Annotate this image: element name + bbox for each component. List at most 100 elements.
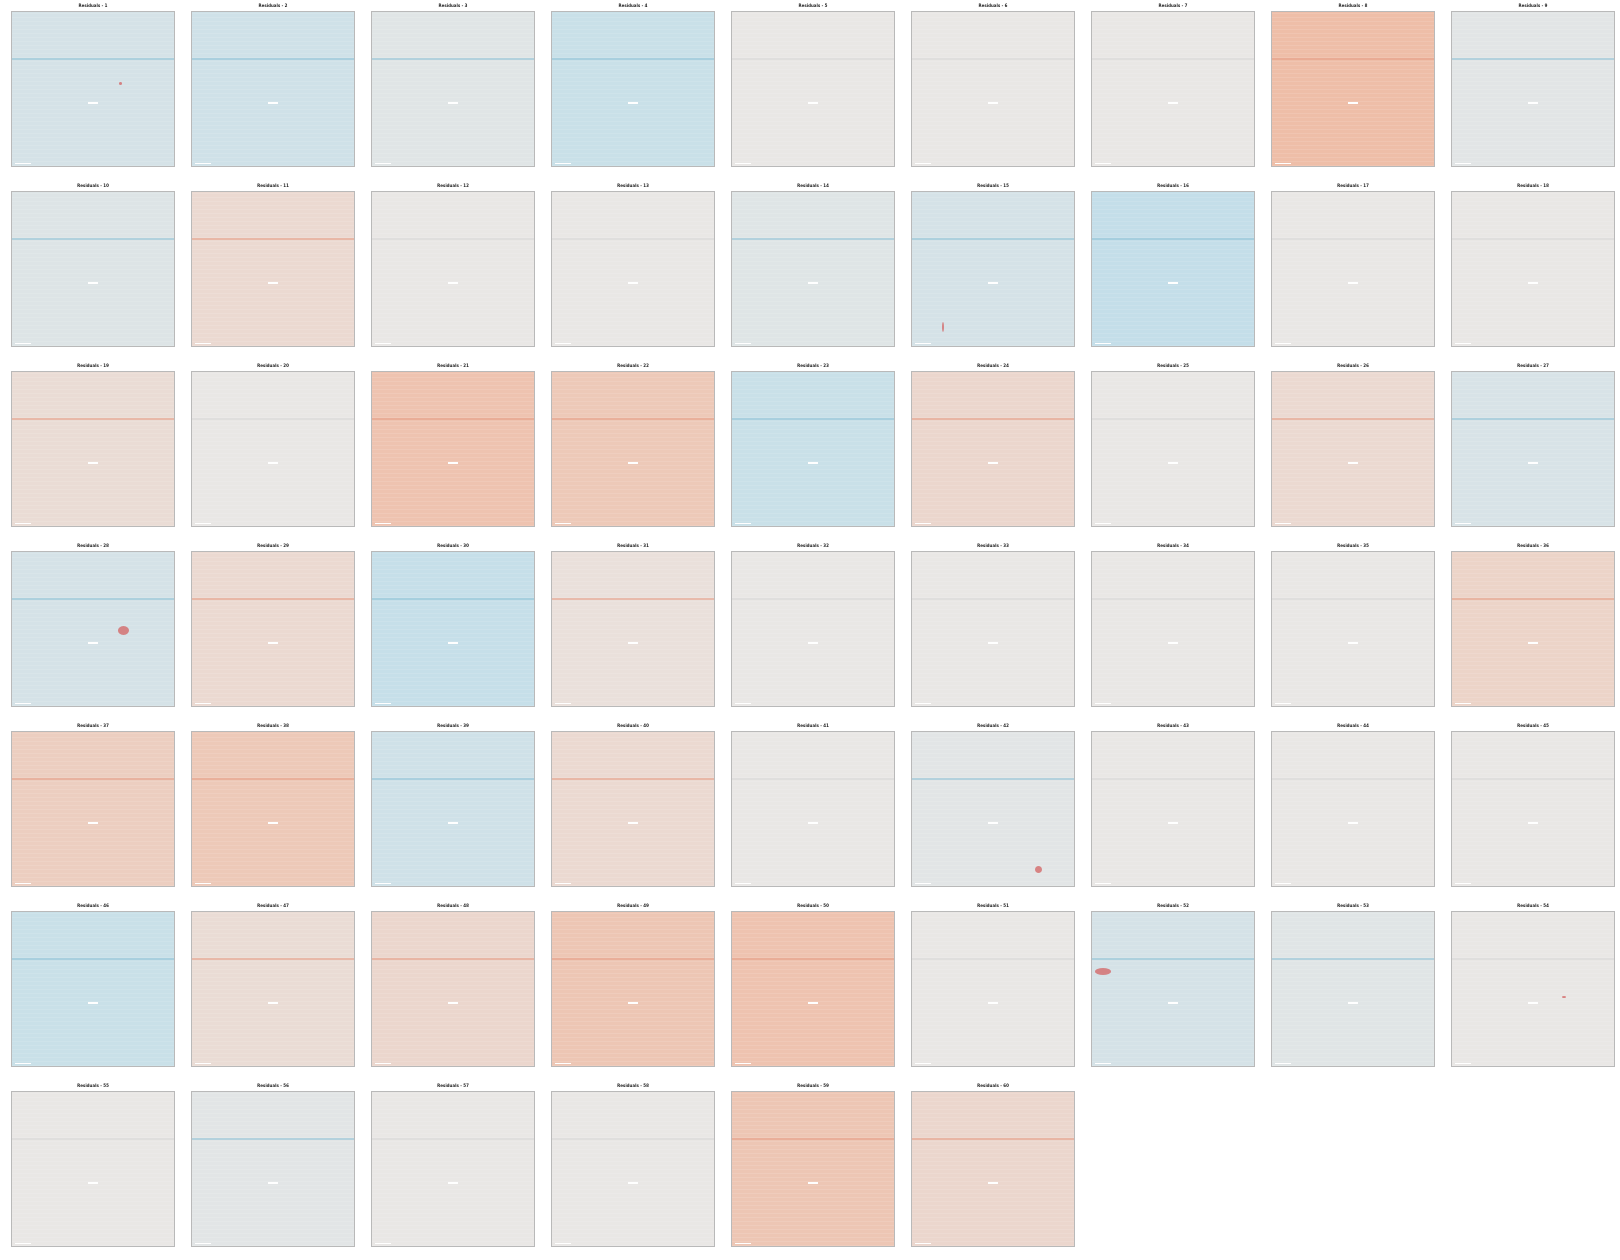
texture-stripes [1452,912,1614,1066]
residual-panel-cell: Residuals - 6 [911,3,1075,169]
texture-stripes [732,732,894,886]
residual-panel-cell: Residuals - 19 [11,363,175,529]
panel-title: Residuals - 20 [257,363,289,368]
horizontal-artifact-line [1092,598,1254,600]
residual-heatmap-panel [911,911,1075,1067]
scale-bar [1095,883,1111,884]
residual-heatmap-panel [11,11,175,167]
center-marker [448,102,458,104]
scale-bar [915,343,931,344]
horizontal-artifact-line [372,598,534,600]
center-marker [808,1182,818,1184]
scale-bar [1275,883,1291,884]
residual-panel-cell: Residuals - 35 [1271,543,1435,709]
scale-bar [1095,523,1111,524]
residual-heatmap-panel [11,1091,175,1247]
panel-title: Residuals - 49 [617,903,649,908]
residual-heatmap-panel [731,11,895,167]
panel-title: Residuals - 53 [1337,903,1369,908]
residual-heatmap-panel [731,911,895,1067]
horizontal-artifact-line [1272,598,1434,600]
panel-title: Residuals - 15 [977,183,1009,188]
texture-stripes [1272,552,1434,706]
panel-title: Residuals - 39 [437,723,469,728]
horizontal-artifact-line [1092,418,1254,420]
horizontal-artifact-line [912,598,1074,600]
center-marker [1168,822,1178,824]
scale-bar [915,703,931,704]
center-marker [1348,822,1358,824]
horizontal-artifact-line [372,958,534,960]
texture-stripes [12,1092,174,1246]
center-marker [88,642,98,644]
texture-stripes [1092,552,1254,706]
center-marker [808,282,818,284]
horizontal-artifact-line [372,238,534,240]
residual-heatmap-panel [731,191,895,347]
residual-heatmap-panel [11,911,175,1067]
texture-stripes [1092,912,1254,1066]
center-marker [988,462,998,464]
scale-bar [555,523,571,524]
residual-panel-cell: Residuals - 29 [191,543,355,709]
residual-heatmap-panel [1091,371,1255,527]
scale-bar [195,703,211,704]
scale-bar [735,523,751,524]
scale-bar [555,343,571,344]
panel-title: Residuals - 41 [797,723,829,728]
texture-stripes [192,192,354,346]
texture-stripes [372,912,534,1066]
residual-heatmap-panel [911,1091,1075,1247]
horizontal-artifact-line [1452,778,1614,780]
center-marker [448,1002,458,1004]
scale-bar [375,703,391,704]
center-marker [628,282,638,284]
texture-stripes [552,12,714,166]
center-marker [1528,462,1538,464]
residual-heatmap-panel [1451,551,1615,707]
texture-stripes [552,1092,714,1246]
scale-bar [1455,883,1471,884]
residual-panel-cell: Residuals - 42 [911,723,1075,889]
texture-stripes [372,12,534,166]
residual-heatmap-panel [1091,911,1255,1067]
horizontal-artifact-line [732,1138,894,1140]
texture-stripes [12,192,174,346]
panel-title: Residuals - 58 [617,1083,649,1088]
scale-bar [375,523,391,524]
residual-heatmap-panel [1091,11,1255,167]
horizontal-artifact-line [732,598,894,600]
panel-title: Residuals - 2 [258,3,288,8]
panel-title: Residuals - 25 [1157,363,1189,368]
horizontal-artifact-line [732,58,894,60]
scale-bar [915,1243,931,1244]
center-marker [988,642,998,644]
texture-stripes [372,1092,534,1246]
panel-title: Residuals - 1 [78,3,108,8]
texture-stripes [1272,192,1434,346]
residual-panel-cell: Residuals - 16 [1091,183,1255,349]
center-marker [628,462,638,464]
center-marker [1348,102,1358,104]
center-marker [628,1182,638,1184]
texture-stripes [912,912,1074,1066]
residual-panel-cell: Residuals - 26 [1271,363,1435,529]
horizontal-artifact-line [912,238,1074,240]
center-marker [1528,102,1538,104]
center-marker [628,102,638,104]
panel-title: Residuals - 56 [257,1083,289,1088]
residual-panel-cell: Residuals - 9 [1451,3,1615,169]
panel-title: Residuals - 46 [77,903,109,908]
horizontal-artifact-line [732,778,894,780]
texture-stripes [912,552,1074,706]
residual-panel-cell: Residuals - 12 [371,183,535,349]
horizontal-artifact-line [732,418,894,420]
horizontal-artifact-line [552,238,714,240]
center-marker [1168,1002,1178,1004]
panel-title: Residuals - 8 [1338,3,1368,8]
texture-stripes [1092,372,1254,526]
center-marker [988,1182,998,1184]
panel-title: Residuals - 38 [257,723,289,728]
panel-title: Residuals - 13 [617,183,649,188]
residual-panel-cell: Residuals - 46 [11,903,175,1069]
